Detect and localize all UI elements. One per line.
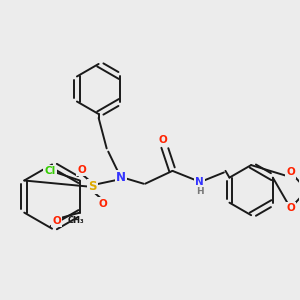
Text: N: N (195, 177, 204, 187)
Text: O: O (286, 203, 295, 213)
Text: O: O (286, 167, 295, 178)
Text: O: O (52, 216, 61, 226)
Text: S: S (88, 180, 97, 194)
Text: CH₃: CH₃ (68, 216, 85, 225)
Text: O: O (78, 165, 86, 175)
Text: N: N (116, 171, 126, 184)
Text: Cl: Cl (44, 166, 56, 176)
Text: H: H (196, 187, 204, 196)
Text: O: O (158, 135, 167, 145)
Text: O: O (98, 199, 107, 208)
